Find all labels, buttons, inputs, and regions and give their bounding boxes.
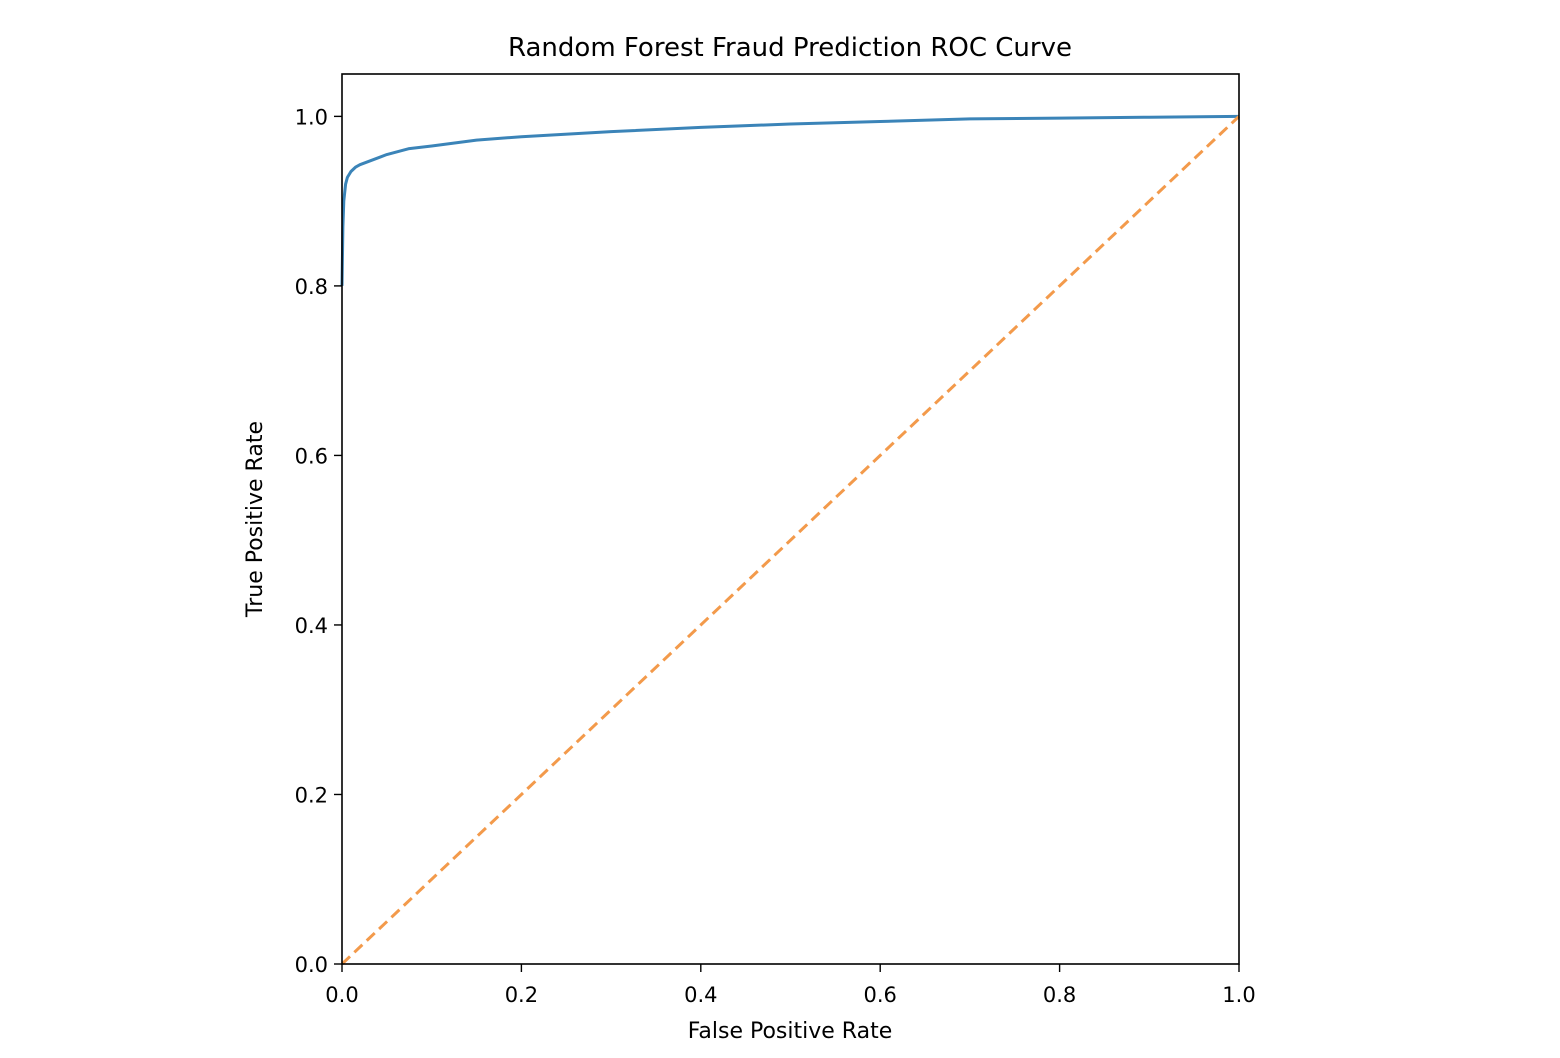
x-tick-label: 1.0 bbox=[1222, 983, 1255, 1007]
chart-title: Random Forest Fraud Prediction ROC Curve bbox=[508, 33, 1072, 63]
y-tick-label: 0.4 bbox=[295, 614, 328, 638]
x-axis-label: False Positive Rate bbox=[688, 1019, 892, 1044]
plot-area bbox=[340, 73, 1241, 966]
x-tick-label: 0.0 bbox=[325, 983, 358, 1007]
y-axis-ticks: 0.0 0.2 0.4 0.6 0.8 1.0 bbox=[295, 105, 342, 977]
y-tick-label: 0.2 bbox=[295, 783, 328, 807]
x-tick-label: 0.2 bbox=[505, 983, 538, 1007]
x-tick-label: 0.8 bbox=[1043, 983, 1076, 1007]
y-tick-label: 0.6 bbox=[295, 444, 328, 468]
series-layer bbox=[340, 114, 1241, 966]
y-axis-label: True Positive Rate bbox=[243, 421, 268, 618]
y-tick-label: 1.0 bbox=[295, 105, 328, 129]
x-tick-label: 0.4 bbox=[684, 983, 717, 1007]
roc-curve-line bbox=[340, 114, 1240, 286]
chance-line bbox=[340, 115, 1241, 966]
axes-frame bbox=[341, 73, 1240, 965]
y-tick-label: 0.0 bbox=[295, 953, 328, 977]
x-axis-ticks: 0.0 0.2 0.4 0.6 0.8 1.0 bbox=[325, 964, 1256, 1007]
x-tick-label: 0.6 bbox=[863, 983, 896, 1007]
y-tick-label: 0.8 bbox=[295, 275, 328, 299]
